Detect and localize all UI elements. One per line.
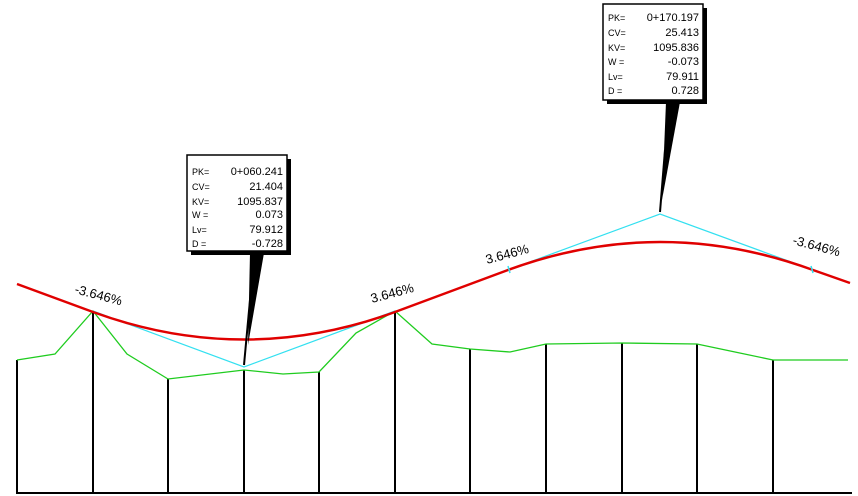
callout-key: KV= xyxy=(192,197,209,207)
callout-value: -0.728 xyxy=(252,238,283,250)
sag-tangents xyxy=(92,310,396,368)
grade-label: -3.646% xyxy=(73,281,124,308)
tangent-lines xyxy=(92,213,814,368)
grade-label: 3.646% xyxy=(484,241,531,267)
callout-key: CV= xyxy=(608,28,626,38)
callout-sag: PK= 0+060.241 CV= 21.404 KV= 1095.837 W … xyxy=(186,154,291,366)
callout-value: 79.911 xyxy=(666,71,699,83)
callout-key: PK= xyxy=(608,13,625,23)
callout-leader xyxy=(662,102,680,200)
callout-key: KV= xyxy=(608,43,625,53)
terrain-line xyxy=(16,309,848,380)
callout-box xyxy=(186,154,288,252)
callout-key: PK= xyxy=(192,167,209,177)
callout-key: Lv= xyxy=(608,72,623,82)
callout-value: -0.073 xyxy=(668,56,699,68)
callout-value: 0+170.197 xyxy=(647,12,699,24)
callout-leader-tip xyxy=(243,299,251,366)
curve-tick xyxy=(810,265,814,274)
callout-leader xyxy=(248,253,264,345)
grade-label: 3.646% xyxy=(369,280,416,306)
callout-value: 1095.837 xyxy=(237,196,283,208)
callout-value: 0+060.241 xyxy=(231,166,283,178)
callout-value: 25.413 xyxy=(665,27,699,39)
design-profile-line xyxy=(16,240,851,341)
station-lines xyxy=(16,311,774,493)
callout-box xyxy=(602,3,704,101)
callout-value: 0.728 xyxy=(671,85,699,97)
callout-key: W = xyxy=(192,210,208,220)
curve-ticks xyxy=(507,265,814,274)
callout-key: Lv= xyxy=(192,225,207,235)
callout-key: CV= xyxy=(192,182,210,192)
callout-value: 1095.836 xyxy=(653,42,699,54)
callout-leader-tip xyxy=(659,149,666,213)
callout-key: W = xyxy=(608,57,624,67)
callout-value: 21.404 xyxy=(249,181,283,193)
crest-tangents xyxy=(507,213,814,271)
callout-value: 79.912 xyxy=(249,224,283,236)
callout-key: D = xyxy=(608,86,622,96)
callout-crest: PK= 0+170.197 CV= 25.413 KV= 1095.836 W … xyxy=(602,3,707,213)
callout-value: 0.073 xyxy=(255,209,283,221)
grade-label: -3.646% xyxy=(791,232,842,259)
curve-tick xyxy=(507,265,511,274)
callout-key: D = xyxy=(192,239,206,249)
